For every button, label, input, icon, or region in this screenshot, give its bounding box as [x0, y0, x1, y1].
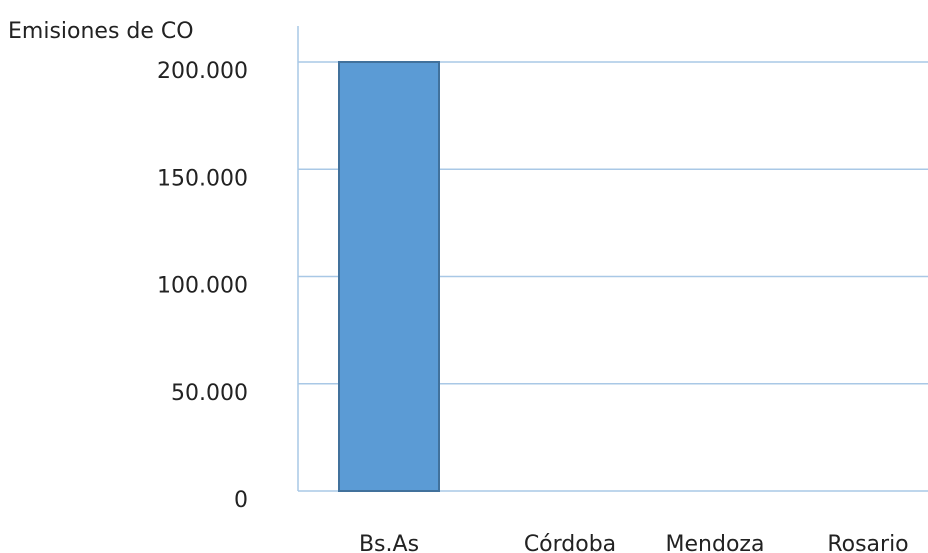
category-label: Rosario	[827, 532, 908, 553]
category-label: Bs.As	[359, 532, 419, 553]
y-tick-label: 100.000	[157, 274, 248, 299]
y-tick-labels: 0 50.000 100.000 150.000 200.000	[157, 59, 248, 513]
bars	[338, 61, 440, 492]
y-tick-label: 0	[234, 488, 248, 513]
category-label: Córdoba	[524, 532, 616, 553]
y-tick-label: 50.000	[171, 381, 248, 406]
y-axis-label: Emisiones de CO	[8, 19, 194, 44]
bar-bs-as	[338, 61, 440, 492]
y-tick-label: 150.000	[157, 166, 248, 191]
y-tick-label: 200.000	[157, 59, 248, 84]
category-labels: Bs.As Córdoba Mendoza Rosario	[359, 532, 909, 553]
category-label: Mendoza	[666, 532, 765, 553]
